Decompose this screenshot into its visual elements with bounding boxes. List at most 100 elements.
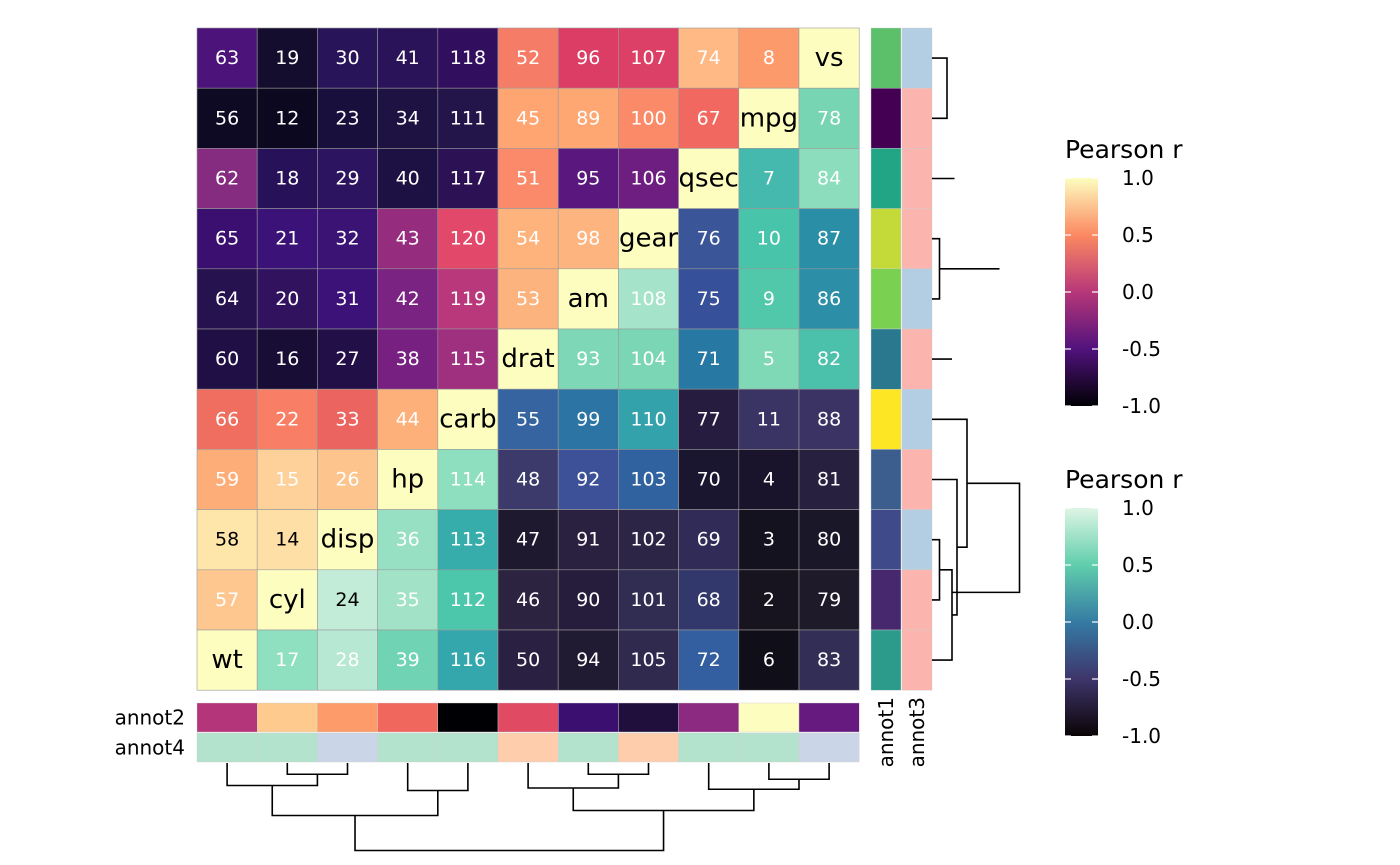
cell-label: 63 <box>215 47 239 69</box>
cell-label: 44 <box>396 408 420 430</box>
heatmap-cell <box>678 388 740 450</box>
heatmap-cell <box>317 268 378 330</box>
heatmap-cell <box>557 388 619 450</box>
cell-label: 46 <box>516 589 540 611</box>
heatmap-cell <box>618 388 679 450</box>
legend-tick-label: 0.0 <box>1122 280 1154 304</box>
heatmap-cell <box>497 328 559 390</box>
row-annotation-cell <box>870 87 902 149</box>
cell-label: 56 <box>215 107 239 129</box>
cell-label: 12 <box>275 107 299 129</box>
heatmap-cell <box>437 629 499 691</box>
legend-tick-label: 1.0 <box>1122 166 1154 190</box>
diagonal-variable-label: carb <box>439 404 496 434</box>
heatmap-cell <box>557 87 619 149</box>
cell-label: 119 <box>450 288 486 310</box>
heatmap-cell <box>497 569 559 631</box>
heatmap-cell <box>256 388 318 450</box>
cell-label: 104 <box>630 348 666 370</box>
cell-label: 21 <box>275 228 299 250</box>
cell-label: 32 <box>335 228 359 250</box>
heatmap-cell <box>196 449 258 510</box>
cell-label: 23 <box>335 107 359 129</box>
dendrogram-branch <box>406 763 469 792</box>
column-annotation-bars <box>196 702 860 763</box>
row-annotation-label: annot3 <box>905 697 929 767</box>
cell-label: 53 <box>516 288 540 310</box>
cell-label: 41 <box>396 47 420 69</box>
heatmap-cell <box>798 388 860 450</box>
cell-label: 60 <box>215 348 239 370</box>
dendrogram-branch <box>952 482 1021 594</box>
cell-label: 65 <box>215 228 239 250</box>
cell-label: 35 <box>396 589 420 611</box>
cell-label: 51 <box>516 168 540 190</box>
heatmap-cell <box>437 208 499 270</box>
heatmap-cell <box>557 569 619 631</box>
cell-label: 91 <box>576 529 600 551</box>
column-annotation-cell <box>798 702 860 733</box>
row-annotation-cell <box>901 629 933 691</box>
cell-label: 88 <box>817 408 841 430</box>
heatmap-cell <box>317 629 378 691</box>
column-annotation-cell <box>257 702 318 733</box>
heatmap-cell <box>798 208 860 270</box>
heatmap-cell <box>377 328 439 390</box>
cell-label: 48 <box>516 469 540 491</box>
row-dendrogram <box>932 57 1021 661</box>
cell-label: 54 <box>516 228 540 250</box>
column-annotation-cell <box>196 702 258 733</box>
cell-label: 92 <box>576 469 600 491</box>
row-annotation-cell <box>901 569 933 631</box>
heatmap-cell <box>678 328 740 390</box>
cell-label: 34 <box>396 107 420 129</box>
diagonal-variable-label: cyl <box>269 585 306 615</box>
cell-label: 83 <box>817 649 841 671</box>
cell-label: 3 <box>763 529 775 551</box>
heatmap-cell <box>678 268 740 330</box>
heatmap-cell <box>678 509 740 571</box>
cell-label: 99 <box>576 408 600 430</box>
cell-label: 112 <box>450 589 486 611</box>
heatmap-cell <box>557 509 619 571</box>
cell-label: 45 <box>516 107 540 129</box>
cell-label: 87 <box>817 228 841 250</box>
cell-label: 76 <box>697 228 721 250</box>
cell-label: 86 <box>817 288 841 310</box>
row-annotation-cell <box>901 328 933 390</box>
cell-label: 70 <box>697 469 721 491</box>
diagonal-variable-label: disp <box>321 525 375 555</box>
cell-label: 102 <box>630 529 666 551</box>
diagonal-variable-label: am <box>568 284 609 314</box>
cell-label: 43 <box>396 228 420 250</box>
cell-label: 22 <box>275 408 299 430</box>
row-annotation-cell <box>901 509 933 571</box>
heatmap-cell <box>196 629 258 691</box>
row-annotation-cell <box>901 148 933 209</box>
heatmap-cell <box>317 148 378 209</box>
heatmap-cell <box>377 569 439 631</box>
cell-label: 59 <box>215 469 239 491</box>
heatmap-cell <box>256 328 318 390</box>
row-annotation-label: annot1 <box>874 697 898 767</box>
column-annotation-cell <box>678 702 739 733</box>
cell-label: 78 <box>817 107 841 129</box>
cell-label: 24 <box>335 589 359 611</box>
heatmap-cell <box>798 148 860 209</box>
cell-label: 16 <box>275 348 299 370</box>
cell-label: 11 <box>757 408 781 430</box>
diagonal-variable-label: vs <box>815 43 844 73</box>
cell-label: 47 <box>516 529 540 551</box>
cell-label: 40 <box>396 168 420 190</box>
heatmap-cell <box>618 569 679 631</box>
cell-label: 15 <box>275 469 299 491</box>
heatmap-cell <box>377 27 439 89</box>
heatmap-cell <box>738 629 800 691</box>
cell-label: 5 <box>763 348 775 370</box>
heatmap-cell <box>738 87 800 149</box>
heatmap-cell <box>497 27 559 89</box>
heatmap-cell <box>738 208 800 270</box>
cell-label: 26 <box>335 469 359 491</box>
cell-label: 120 <box>450 228 486 250</box>
